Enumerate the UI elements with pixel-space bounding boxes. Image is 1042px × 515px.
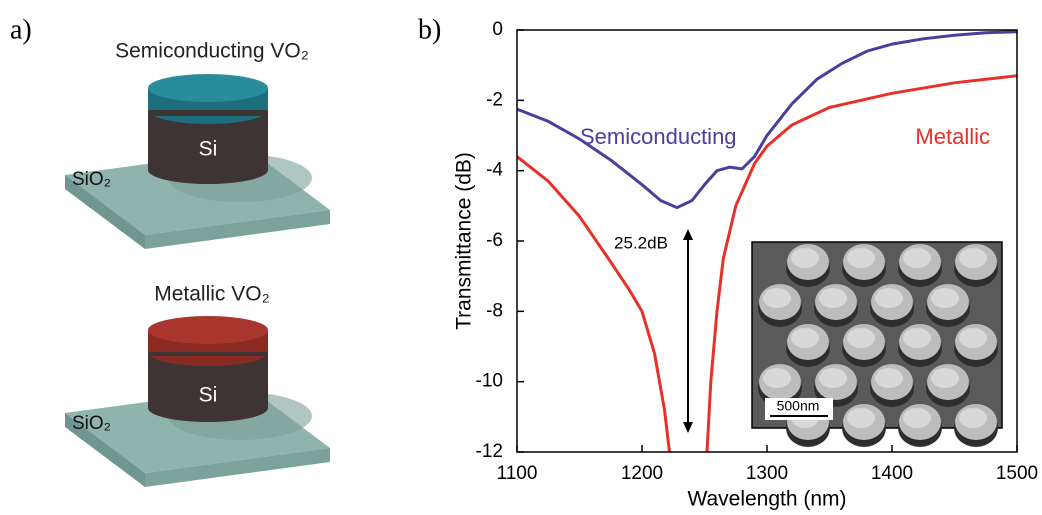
scale-bar-label: 500nm: [777, 398, 820, 414]
y-tick-label: -10: [476, 371, 503, 392]
x-tick-label: 1300: [746, 463, 788, 484]
device: [65, 316, 330, 487]
x-tick-label: 1500: [996, 463, 1038, 484]
annotation: 25.2dB: [614, 233, 668, 252]
state-title: Semiconducting VO₂: [115, 40, 309, 63]
panel-label: a): [10, 14, 32, 45]
x-tick-label: 1400: [871, 463, 913, 484]
x-axis-label: Wavelength (nm): [687, 488, 846, 511]
substrate-label: SiO₂: [72, 413, 111, 434]
panel-label: b): [418, 14, 441, 45]
y-tick-label: -2: [486, 89, 503, 110]
pillar-label: Si: [199, 138, 218, 161]
substrate-label: SiO₂: [72, 169, 111, 190]
panel-a: a) Semiconducting VO₂ Si SiO₂ Metallic V…: [10, 14, 330, 487]
series-label: Semiconducting: [580, 124, 737, 149]
y-tick-label: -4: [486, 160, 503, 181]
y-tick-label: -12: [476, 441, 503, 462]
pillar-label: Si: [199, 384, 218, 407]
y-tick-label: 0: [492, 19, 503, 40]
x-tick-label: 1200: [621, 463, 663, 484]
x-tick-label: 1100: [497, 463, 538, 484]
annotation-arrow: [683, 229, 693, 433]
y-axis-label: Transmittance (dB): [453, 152, 476, 330]
y-tick-label: -8: [486, 300, 503, 321]
series-label: Metallic: [915, 124, 990, 149]
y-tick-label: -6: [486, 230, 503, 251]
inset: 500nm: [752, 242, 1002, 447]
state-title: Metallic VO₂: [154, 283, 270, 306]
figure: a) Semiconducting VO₂ Si SiO₂ Metallic V…: [0, 0, 1042, 515]
series-line: [517, 32, 1017, 208]
device: [65, 74, 330, 249]
